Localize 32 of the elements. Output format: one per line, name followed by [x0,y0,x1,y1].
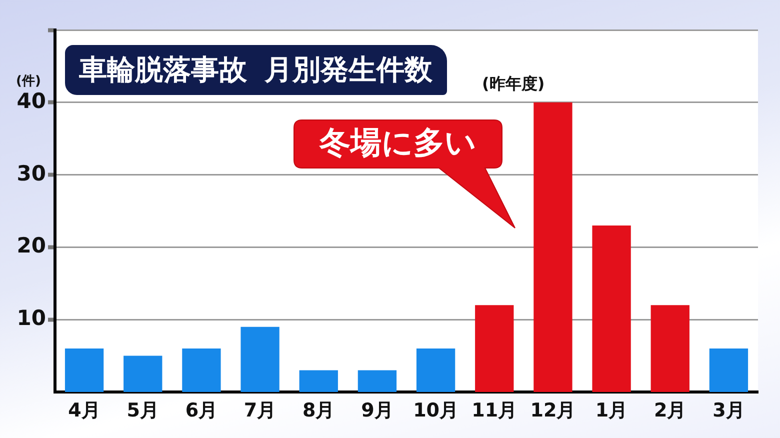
y-axis-title: (件) [16,73,41,90]
bar [592,225,631,392]
bar [182,348,221,392]
y-tick-label: 20 [16,234,46,258]
bar [709,348,748,392]
x-tick-label: 4月 [68,399,100,422]
x-tick-label: 8月 [302,399,335,422]
x-tick-label: 3月 [712,399,745,422]
bar [650,305,690,392]
y-tick-label: 30 [16,161,46,186]
x-tick-label: 11月 [472,399,518,422]
x-tick-label: 12月 [530,399,576,422]
y-tick-label: 40 [16,88,46,113]
y-tick-label: 10 [16,306,46,330]
bar [358,370,397,392]
x-tick-label: 9月 [361,399,394,422]
x-tick-label: 7月 [244,399,276,422]
annotation: 冬場に多い [318,124,478,163]
bar [240,326,280,392]
x-tick-label: 5月 [126,399,159,422]
text: (昨年度) [480,74,547,95]
x-tick-label: 6月 [185,399,218,422]
bar [416,348,456,392]
bar [64,348,104,392]
text: 車輪脱落事故 月別発生件数 [65,45,447,95]
x-tick-label: 1月 [595,399,628,422]
bar [299,370,338,392]
bar [534,102,572,392]
x-tick-label: 2月 [654,399,686,422]
bar [475,305,514,392]
bar [124,356,162,392]
x-tick-label: 10月 [413,399,459,422]
